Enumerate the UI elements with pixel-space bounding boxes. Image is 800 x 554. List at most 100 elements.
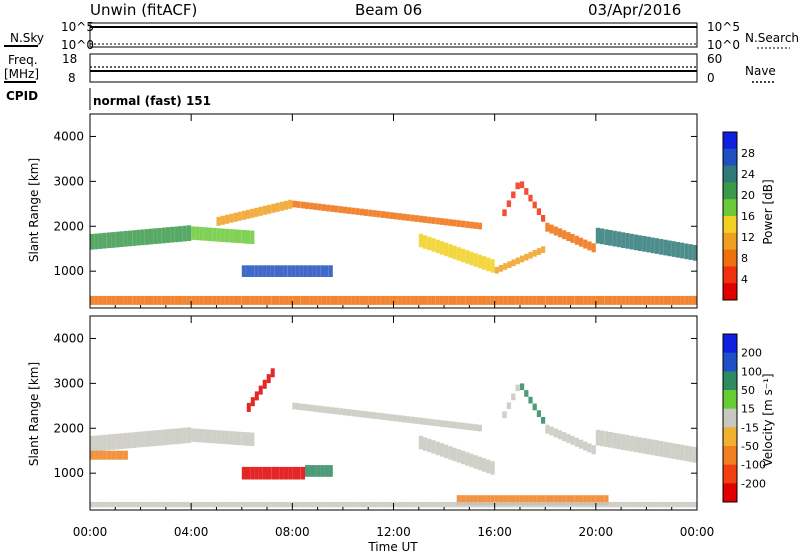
velocity-data-cell xyxy=(688,446,693,462)
velocity-data-cell xyxy=(334,407,339,415)
velocity-data-cell xyxy=(313,405,318,412)
power-data-cell xyxy=(229,213,234,223)
power-data-cell xyxy=(372,295,377,305)
power-data-cell xyxy=(545,222,550,232)
x-tick-label: 20:00 xyxy=(579,525,614,539)
power-data-cell xyxy=(465,250,470,264)
power-colorbar-tick: 20 xyxy=(741,189,755,202)
power-data-cell xyxy=(621,295,626,305)
power-data-cell xyxy=(254,207,259,217)
velocity-data-cell xyxy=(292,501,297,508)
velocity-ytick-label: 1000 xyxy=(53,466,84,480)
velocity-data-cell xyxy=(465,501,470,508)
velocity-data-cell xyxy=(579,501,584,508)
power-data-cell xyxy=(452,295,457,305)
power-data-cell xyxy=(397,213,402,220)
velocity-data-cell xyxy=(123,450,128,460)
power-data-cell xyxy=(149,228,154,245)
velocity-data-cell xyxy=(503,495,508,506)
velocity-data-cell xyxy=(625,501,630,508)
power-colorbar: 28 24 20 16 12 8 4 xyxy=(722,131,755,301)
velocity-data-cell xyxy=(397,501,402,508)
power-data-cell xyxy=(545,295,550,305)
velocity-data-cell xyxy=(317,501,322,508)
velocity-data-cell xyxy=(583,441,588,451)
velocity-data-cell xyxy=(553,501,558,508)
velocity-data-cell xyxy=(574,501,579,508)
velocity-data-cell xyxy=(528,501,533,508)
velocity-data-cell xyxy=(465,452,470,466)
power-data-cell xyxy=(90,295,95,305)
power-data-cell xyxy=(406,295,411,305)
power-data-cell xyxy=(494,266,499,274)
power-data-cell xyxy=(127,230,133,247)
power-data-cell xyxy=(566,232,571,242)
power-data-cell xyxy=(663,239,668,256)
velocity-data-cell xyxy=(507,501,512,508)
x-tick-label: 16:00 xyxy=(477,525,512,539)
velocity-data-cell xyxy=(351,501,356,508)
velocity-data-cell xyxy=(549,495,554,506)
power-data-cell xyxy=(385,211,390,219)
power-data-cell xyxy=(250,230,255,245)
velocity-data-cell xyxy=(262,501,267,508)
power-data-cell xyxy=(245,265,250,277)
velocity-data-cell xyxy=(153,501,158,508)
velocity-data-cell xyxy=(604,495,609,506)
power-data-cell xyxy=(98,295,103,305)
power-data-cell xyxy=(279,201,284,211)
power-data-cell xyxy=(625,295,630,305)
velocity-data-cell xyxy=(258,466,263,480)
power-data-cell xyxy=(625,233,630,249)
velocity-plot-background xyxy=(90,316,697,510)
power-data-cell xyxy=(275,202,280,212)
velocity-data-cell xyxy=(380,413,386,420)
power-data-cell xyxy=(229,229,234,243)
power-data-cell xyxy=(684,295,689,305)
velocity-data-cell xyxy=(178,428,183,444)
power-data-cell xyxy=(515,257,520,265)
power-data-cell xyxy=(119,231,124,247)
velocity-data-cell xyxy=(494,501,499,508)
power-data-cell xyxy=(330,205,335,212)
power-data-cell xyxy=(364,209,369,216)
velocity-data-cell xyxy=(579,495,584,506)
power-data-cell xyxy=(688,295,693,305)
velocity-data-cell xyxy=(288,501,293,508)
velocity-data-cell xyxy=(376,501,381,508)
velocity-data-cell xyxy=(638,501,643,508)
power-data-cell xyxy=(506,200,512,208)
power-data-cell xyxy=(106,232,112,249)
power-data-cell xyxy=(570,295,575,305)
power-data-cell xyxy=(191,226,196,240)
power-data-cell xyxy=(608,295,613,305)
power-data-cell xyxy=(203,295,208,305)
velocity-data-cell xyxy=(490,461,495,475)
velocity-data-cell xyxy=(385,501,390,508)
power-data-cell xyxy=(427,216,432,224)
velocity-data-cell xyxy=(144,431,149,447)
velocity-data-cell xyxy=(469,423,474,431)
velocity-data-cell xyxy=(224,501,230,508)
velocity-data-cell xyxy=(469,495,474,506)
power-data-cell xyxy=(127,295,133,305)
velocity-data-cell xyxy=(486,501,491,508)
velocity-data-cell xyxy=(562,432,567,442)
velocity-data-cell xyxy=(431,501,436,508)
velocity-data-cell xyxy=(520,495,525,506)
power-data-cell xyxy=(372,210,377,217)
velocity-data-cell xyxy=(330,407,335,414)
power-data-cell xyxy=(629,233,634,250)
power-data-cell xyxy=(295,265,300,277)
velocity-data-cell xyxy=(473,455,478,469)
power-data-cell xyxy=(283,265,288,277)
power-data-cell xyxy=(321,295,326,305)
power-data-cell xyxy=(418,233,423,248)
velocity-ylabel: Slant Range [km] xyxy=(27,362,41,466)
velocity-data-cell xyxy=(254,391,259,401)
velocity-data-cell xyxy=(140,431,145,448)
velocity-data-cell xyxy=(545,501,550,508)
velocity-data-cell xyxy=(562,495,567,506)
power-data-cell xyxy=(688,244,693,260)
cpid-value: normal (fast) 151 xyxy=(93,94,211,108)
